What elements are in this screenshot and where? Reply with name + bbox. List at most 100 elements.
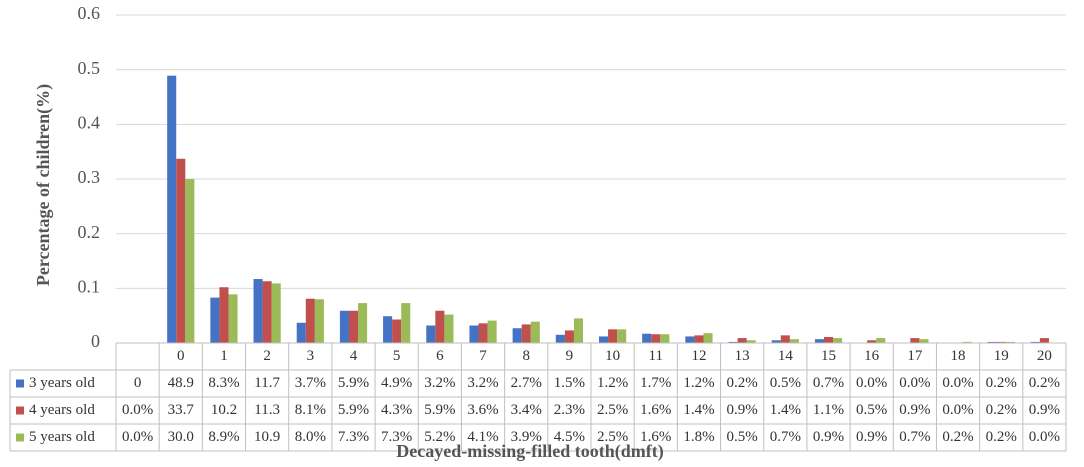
bar (253, 279, 263, 343)
table-cell: 0.5% (856, 402, 887, 418)
y-tick-label: 0.3 (78, 167, 101, 187)
bar (314, 299, 324, 343)
table-cell: 1.4% (683, 402, 714, 418)
table-cell: 1.7% (640, 375, 671, 391)
x-tick-label: 1 (220, 348, 228, 364)
table-cell: 3.9% (511, 429, 542, 445)
bar (262, 281, 272, 343)
x-tick-label: 16 (864, 348, 880, 364)
y-axis-title: Percentage of children(%) (33, 84, 54, 286)
table-cell: 11.7 (254, 375, 280, 391)
legend-swatch (16, 379, 24, 388)
bar (426, 325, 436, 343)
table-cell: 1.4% (770, 402, 801, 418)
x-tick-label: 6 (436, 348, 444, 364)
bar (521, 324, 531, 343)
bar (358, 303, 368, 343)
bar (348, 310, 359, 343)
bar (598, 336, 609, 343)
table-cell: 0.0% (1029, 429, 1060, 445)
x-tick-label: 17 (907, 348, 923, 364)
x-tick-label: 11 (649, 348, 663, 364)
bar (814, 339, 824, 343)
table-cell: 1.2% (597, 375, 628, 391)
table-cell: 1.1% (813, 402, 844, 418)
table-cell: 48.9 (168, 375, 194, 391)
table-cell: 3.2% (424, 375, 455, 391)
x-tick-label: 10 (605, 348, 620, 364)
x-tick-label: 4 (350, 348, 358, 364)
bar (608, 329, 618, 343)
bar (962, 341, 972, 343)
table-cell: 0.0% (899, 375, 930, 391)
x-tick-label: 2 (263, 348, 271, 364)
table-cell: 3.2% (467, 375, 498, 391)
table-cell: 11.3 (254, 402, 280, 418)
table-cell: 5.2% (424, 429, 455, 445)
table-cell: 0.0% (122, 402, 153, 418)
table-cell: 0.9% (899, 402, 930, 418)
table-cell: 4.9% (381, 375, 412, 391)
bar (383, 316, 393, 343)
table-cell: 4.5% (554, 429, 585, 445)
bar (185, 179, 195, 343)
table-cell: 2.5% (597, 429, 628, 445)
table-cell: 0.5% (727, 429, 758, 445)
table-cell: 0.9% (856, 429, 887, 445)
bar (987, 341, 997, 343)
table-cell: 33.7 (168, 402, 195, 418)
x-tick-label: 14 (778, 348, 794, 364)
bar (737, 338, 747, 343)
table-cell: 0.0% (942, 402, 973, 418)
bar (703, 333, 713, 343)
table-cell: 0.0% (856, 375, 887, 391)
y-tick-label: 0.6 (78, 3, 101, 23)
bar (271, 283, 281, 343)
bar (1030, 341, 1040, 343)
table-cell: 3.4% (511, 402, 542, 418)
bar (780, 335, 790, 343)
bar (228, 294, 238, 343)
table-cell: 3.7% (295, 375, 326, 391)
bar (642, 333, 652, 343)
bar (694, 335, 704, 343)
bar (401, 303, 411, 343)
legend-label: 3 years old (29, 375, 95, 391)
table-cell: 0.0% (122, 429, 153, 445)
table-cell: 0.7% (899, 429, 930, 445)
bar (867, 340, 877, 343)
table-cell: 0.2% (986, 402, 1017, 418)
table-cell: 5.9% (338, 375, 369, 391)
x-tick-label: 13 (735, 348, 750, 364)
legend-label: 4 years old (29, 402, 95, 418)
table-cell: 0.9% (813, 429, 844, 445)
x-tick-label: 3 (307, 348, 315, 364)
table-cell: 0.2% (727, 375, 758, 391)
bar (444, 314, 454, 343)
table-cell: 8.0% (295, 429, 326, 445)
bar (573, 318, 584, 343)
bar (392, 319, 402, 343)
bar (339, 310, 349, 343)
table-cell: 1.2% (683, 375, 714, 391)
table-cell: 4.1% (467, 429, 498, 445)
table-cell: 5.9% (338, 402, 369, 418)
bar (1039, 338, 1049, 343)
bar (660, 334, 670, 343)
bar (210, 297, 220, 343)
table-cell: 0.7% (770, 429, 801, 445)
bar (555, 334, 565, 343)
table-cell: 0.7% (813, 375, 844, 391)
bar (435, 310, 445, 343)
table-cell: 0.5% (770, 375, 801, 391)
bar (996, 341, 1006, 343)
y-tick-label: 0.2 (78, 222, 101, 242)
x-tick-label: 8 (522, 348, 530, 364)
table-cell: 1.5% (554, 375, 585, 391)
bar (746, 340, 756, 343)
x-tick-label: 5 (393, 348, 401, 364)
bar (305, 298, 315, 343)
legend-swatch (16, 433, 24, 442)
table-cell: 5.9% (424, 402, 455, 418)
bar (296, 322, 306, 343)
